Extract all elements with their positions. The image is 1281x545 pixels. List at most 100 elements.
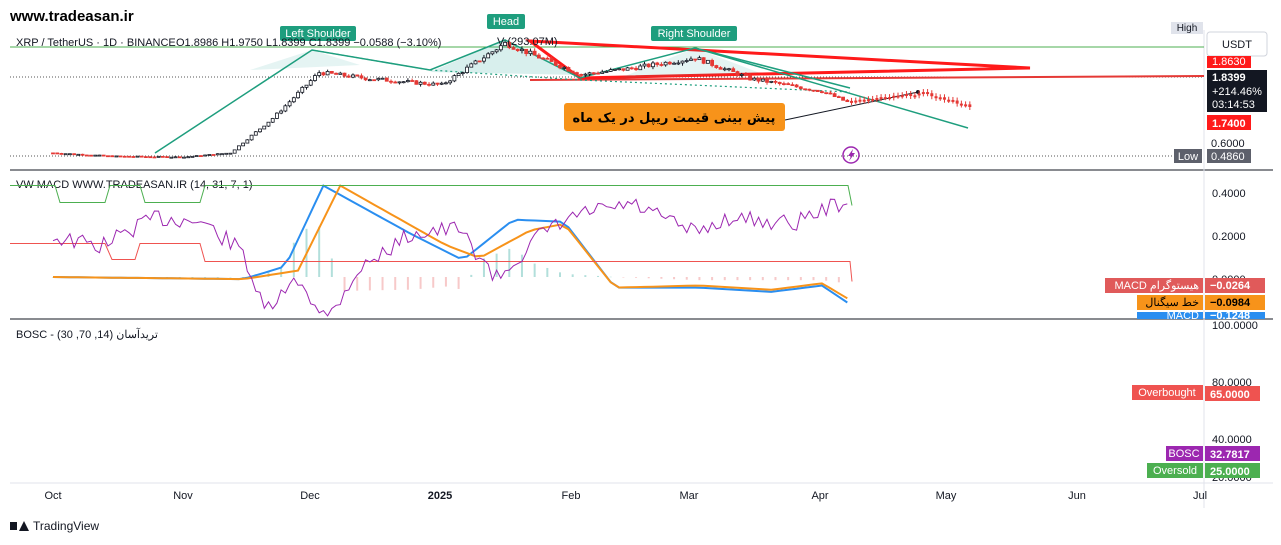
candle-body	[684, 60, 689, 62]
candle-body	[93, 154, 98, 157]
candle-body	[321, 72, 326, 76]
candle-body	[262, 125, 267, 130]
candle-body	[106, 155, 110, 158]
macd-hist-bar	[356, 277, 359, 291]
forecast-candle	[850, 100, 854, 103]
candle-body	[203, 154, 208, 157]
candle-body	[553, 61, 558, 66]
candle-body	[575, 72, 579, 75]
candle-body	[672, 62, 676, 65]
chart-area[interactable]	[10, 30, 1204, 508]
candle-body	[89, 154, 93, 157]
last-price: 1.8399	[1212, 72, 1246, 84]
candle-body	[845, 99, 850, 103]
candle-body	[832, 93, 837, 98]
candle-body	[72, 153, 77, 156]
macd-hist-bar	[166, 277, 169, 278]
left-shoulder-fill	[250, 50, 360, 70]
candle-body	[114, 155, 119, 158]
macd-hist-bar	[559, 272, 561, 277]
candle-body	[693, 58, 698, 61]
bosc-name: BOSC	[1168, 448, 1199, 460]
macd-hist-bar	[597, 275, 600, 277]
bosc-scale[interactable]: 100.0000 80.0000 40.0000 20.0000 Overbou…	[1132, 320, 1260, 484]
candle-body	[380, 77, 385, 80]
candle-body	[283, 105, 288, 112]
candle-body	[118, 155, 123, 158]
candle-body	[515, 48, 520, 52]
watermark: www.tradeasan.ir	[10, 8, 134, 25]
forecast-candle	[921, 92, 925, 95]
overbought-line	[10, 243, 853, 282]
macd-hist-bar	[635, 277, 638, 278]
candle-body	[389, 80, 393, 83]
candle-body	[490, 51, 495, 55]
oversold-line	[10, 185, 853, 206]
forecast-candle	[947, 99, 951, 102]
macd-scale[interactable]: 0.4000 0.2000 0.0000	[1212, 188, 1246, 286]
candle-body	[439, 82, 444, 85]
candle-body	[338, 72, 343, 75]
overbought-name: Overbought	[1138, 387, 1195, 399]
candle-body	[215, 153, 220, 156]
price-scale[interactable]: High USDT 1.8630 1.8399 +214.46% 03:14:5…	[1171, 22, 1268, 163]
lightning-icon[interactable]	[842, 146, 860, 164]
candle-body	[583, 73, 588, 76]
candle-body	[258, 128, 262, 133]
candle-body	[317, 72, 322, 76]
candle-body	[220, 153, 224, 156]
time-axis-label: Oct	[44, 490, 61, 502]
macd-hist-bar	[647, 277, 650, 279]
macd-hist-bar	[609, 276, 612, 278]
candle-body	[372, 79, 377, 82]
forecast-candle	[879, 97, 883, 100]
macd-hist-bar	[685, 277, 688, 280]
bosc-title[interactable]: BOSC - (30 ,70 ,14) تریدآسان	[16, 328, 158, 341]
currency-button[interactable]: USDT	[1222, 39, 1252, 51]
candle-body	[186, 156, 191, 159]
candle-body	[84, 154, 89, 157]
forecast-candle	[892, 95, 896, 98]
candle-body	[144, 156, 148, 158]
candle-body	[401, 81, 406, 84]
candle-body	[655, 62, 660, 65]
macd-hist-bar	[787, 277, 790, 281]
candle-body	[820, 91, 824, 94]
candle-body	[241, 142, 246, 147]
candle-body	[334, 72, 338, 75]
time-axis-label: Nov	[173, 490, 193, 502]
bosc-line	[52, 198, 848, 317]
macd-hist-bar	[381, 277, 384, 291]
macd-hist-bar	[457, 277, 460, 289]
candle-body	[765, 78, 769, 83]
candle-body	[532, 50, 537, 56]
macd-hist-bar	[723, 277, 726, 281]
candle-body	[562, 67, 567, 69]
change-pct: +214.46%	[1212, 86, 1262, 98]
forecast-candle	[909, 94, 913, 97]
macd-hist-bar	[343, 277, 346, 291]
candle-body	[410, 80, 415, 82]
symbol-legend[interactable]: XRP / TetherUS · 1D · BINANCE	[16, 37, 176, 49]
candle-body	[503, 41, 507, 47]
macd-hist-bar	[774, 277, 777, 281]
candle-body	[524, 48, 529, 55]
macd-hist-bar	[698, 277, 701, 281]
macd-hist-bar	[584, 275, 587, 277]
candle-body	[676, 62, 681, 65]
head-label: Head	[487, 14, 525, 29]
forecast-annotation[interactable]: پیش بینی قیمت ریپل در یک ماه	[564, 103, 785, 131]
candle-body	[646, 63, 651, 68]
time-axis-label: Jul	[1193, 490, 1207, 502]
candle-body	[173, 156, 178, 159]
time-axis[interactable]: Oct Nov Dec 2025 Feb Mar Apr May Jun Jul	[44, 490, 1207, 502]
candle-body	[807, 88, 812, 91]
candle-body	[600, 71, 605, 74]
candle-body	[803, 88, 807, 91]
macd-tick: 0.2000	[1212, 231, 1246, 243]
tradingview-logo[interactable]: TradingView	[10, 519, 99, 533]
candle-body	[122, 155, 127, 158]
candle-body	[160, 155, 165, 158]
head-text: Head	[493, 16, 519, 28]
